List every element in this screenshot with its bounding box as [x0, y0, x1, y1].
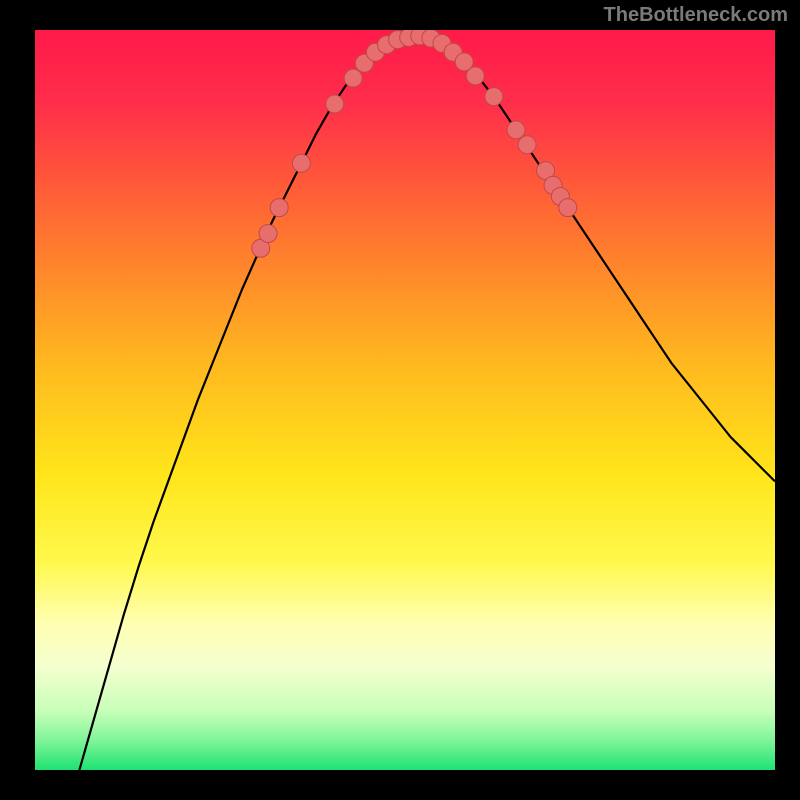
- marker-point: [326, 95, 344, 113]
- marker-point: [270, 199, 288, 217]
- marker-point: [292, 154, 310, 172]
- marker-point: [344, 69, 362, 87]
- marker-point: [559, 199, 577, 217]
- marker-point: [466, 67, 484, 85]
- plot-area: [35, 30, 775, 770]
- marker-point: [507, 121, 525, 139]
- chart-overlay: [35, 30, 775, 770]
- marker-point: [518, 136, 536, 154]
- marker-point: [259, 225, 277, 243]
- bottleneck-curve: [79, 36, 775, 770]
- watermark-text: TheBottleneck.com: [604, 4, 788, 27]
- marker-point: [485, 88, 503, 106]
- marker-group: [252, 30, 577, 257]
